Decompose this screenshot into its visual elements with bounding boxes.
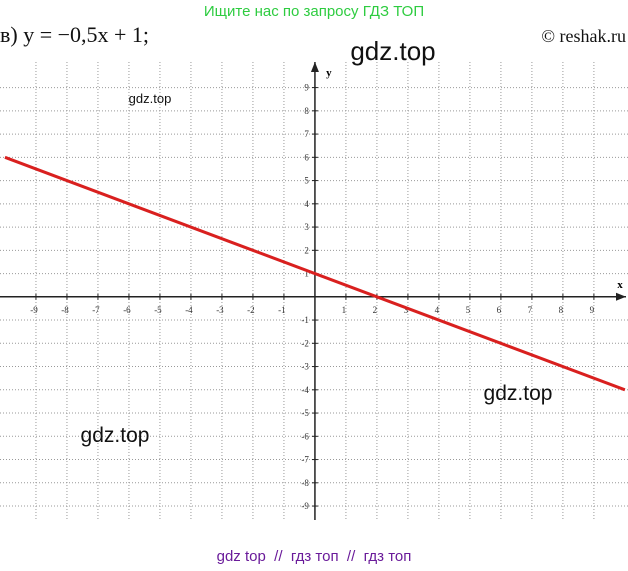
x-tick-label: -8 [61, 305, 69, 315]
plot: -9 -8 -7 -6 -5 -4 -3 -2 -1 1 2 3 4 5 6 7 8 9 -9 -8 -7 -6 -5 -4 -… [0, 62, 628, 520]
line [4, 155, 626, 392]
y-tick-label: -2 [301, 338, 309, 348]
copyright: © reshak.ru [541, 26, 626, 46]
y-tick-label: 2 [304, 245, 309, 255]
x-tick-label: 2 [373, 305, 378, 315]
x-tick-label: -5 [154, 305, 162, 315]
y-axis-label: y [326, 67, 332, 79]
y-tick-label: -1 [301, 315, 309, 325]
y-tick-label: 9 [304, 83, 309, 93]
watermark: gdz.top [350, 36, 435, 66]
y-tick-label: 7 [304, 129, 309, 139]
watermark: gdz.top [129, 91, 172, 106]
x-tick-label: -2 [247, 305, 255, 315]
problem: в) y = −0,5x + 1; [0, 22, 149, 47]
y-tick-label: 6 [304, 152, 309, 162]
y-tick-label: -5 [301, 408, 309, 418]
x-tick-label: 9 [590, 305, 595, 315]
x-tick-label: -3 [216, 305, 224, 315]
y-tick-label: -9 [301, 501, 309, 511]
watermark: gdz.top [484, 382, 553, 405]
x-tick-label: -6 [123, 305, 131, 315]
y-tick-label: 8 [304, 106, 309, 116]
x-axis-label: x [617, 279, 623, 291]
y-tick-label: -4 [301, 385, 309, 395]
x-tick-label: 3 [404, 305, 409, 315]
x-tick-label: 8 [559, 305, 564, 315]
y-tick-label: -3 [301, 362, 309, 372]
y-tick-label: -8 [301, 478, 309, 488]
x-tick-label: -7 [92, 305, 100, 315]
y-tick-label: 3 [304, 222, 309, 232]
y-tick-label: -7 [301, 455, 309, 465]
x-tick-label: -4 [185, 305, 193, 315]
footer: gdz top // гдз топ // гдз топ [217, 548, 412, 565]
y-tick-label: 1 [304, 269, 309, 279]
watermark: gdz.top [81, 424, 150, 447]
x-tick-label: 5 [466, 305, 471, 315]
y-arrow [310, 62, 319, 72]
x-tick-label: 4 [435, 305, 440, 315]
x-tick-label: -9 [30, 305, 38, 315]
y-tick-label: 5 [304, 176, 309, 186]
x-tick-label: 7 [528, 305, 533, 315]
x-tick-label: 1 [342, 305, 347, 315]
header: Ищите нас по запросу ГДЗ ТОП [204, 3, 424, 20]
y-tick-label: -6 [301, 431, 309, 441]
x-tick-label: 6 [497, 305, 502, 315]
x-arrow [616, 292, 626, 301]
x-tick-label: -1 [278, 305, 286, 315]
y-tick-label: 4 [304, 199, 309, 209]
